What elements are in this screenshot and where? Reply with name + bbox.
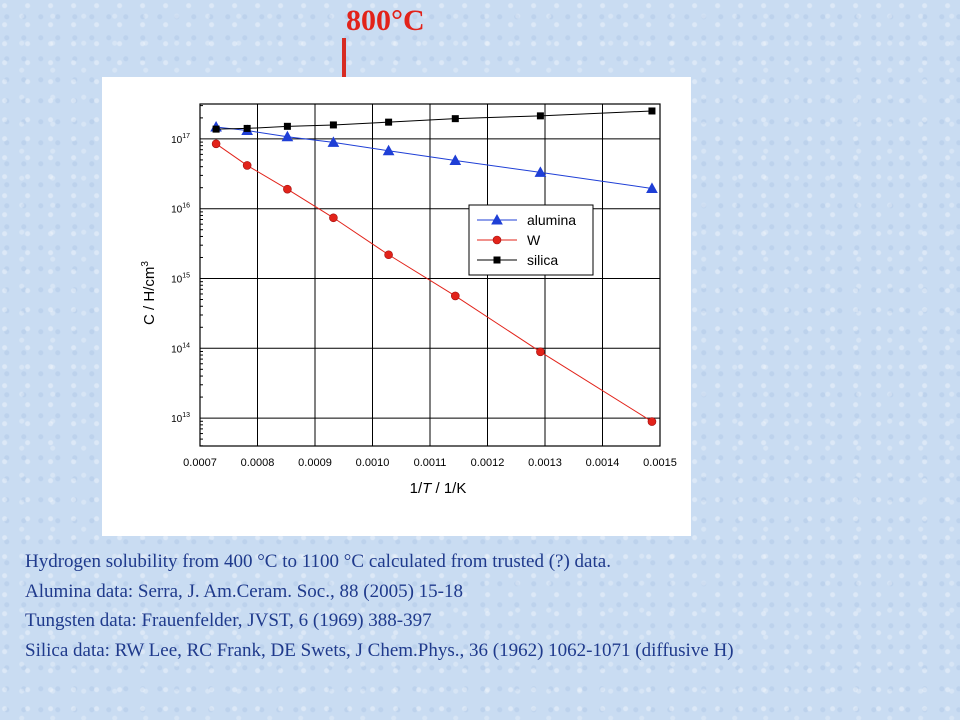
x-tick-label: 0.0013 [528,457,562,469]
data-point-W [492,235,502,245]
data-point-silica [648,107,656,115]
legend-label-silica: silica [527,252,558,268]
data-point-W [211,139,221,149]
data-point-silica [493,256,501,264]
y-tick-label: 1017 [171,133,190,146]
x-tick-label: 0.0014 [586,457,620,469]
series-line-silica [216,110,652,130]
data-point-silica [385,118,393,126]
y-tick-label: 1014 [171,342,190,355]
data-point-silica [283,122,291,130]
x-axis-label: 1/T / 1/K [410,480,467,497]
x-tick-label: 0.0007 [183,457,217,469]
data-point-silica [451,115,459,123]
x-tick-label: 0.0009 [298,457,332,469]
legend-label-alumina: alumina [527,212,576,228]
axes [199,103,661,447]
x-tick-label: 0.0011 [414,457,447,469]
data-point-W [384,250,393,260]
data-point-W [283,184,292,194]
series [210,107,658,426]
legend-label-W: W [527,232,541,248]
y-tick-labels: 1013 1014 1015 1016 1017 [171,133,190,425]
series-line-W [215,143,653,422]
data-point-W [242,161,252,170]
y-tick-label: 1013 [171,412,190,425]
plot-frame [199,103,661,447]
caption-line: Silica data: RW Lee, RC Frank, DE Swets,… [25,639,734,661]
caption: Hydrogen solubility from 400 °C to 1100 … [25,547,734,665]
data-point-silica [329,121,337,129]
data-point-silica [243,124,251,132]
x-tick-label: 0.0010 [356,457,390,469]
x-tick-label: 0.0012 [471,457,505,469]
data-point-W [329,213,338,223]
solubility-chart: 0.0007 0.0008 0.0009 0.0010 0.0011 0.0012 0.00… [140,103,677,497]
y-tick-label: 1015 [171,272,190,285]
x-tick-label: 0.0008 [241,457,275,469]
caption-line: Alumina data: Serra, J. Am.Ceram. Soc., … [25,580,463,602]
data-point-silica [212,125,220,133]
data-point-alumina [382,144,395,156]
x-tick-label: 0.0015 [643,457,677,469]
chart-panel: 0.0007 0.0008 0.0009 0.0010 0.0011 0.0012 0.00… [102,77,691,536]
data-point-alumina [281,130,294,142]
data-point-alumina [534,166,547,177]
data-point-alumina [646,182,658,193]
y-tick-label: 1016 [171,203,190,216]
data-point-silica [536,112,544,120]
x-tick-labels: 0.0007 0.0008 0.0009 0.0010 0.0011 0.0012 0.00… [183,457,677,469]
data-point-alumina [449,154,462,166]
data-point-alumina [327,136,340,147]
data-point-W [647,417,657,426]
caption-line: Hydrogen solubility from 400 °C to 1100 … [25,551,611,572]
data-point-alumina [491,213,503,225]
data-point-W [450,291,460,301]
data-point-W [536,347,545,357]
temperature-annotation: 800°C [346,4,425,37]
caption-line: Tungsten data: Frauenfelder, JVST, 6 (19… [25,610,432,631]
series-line-alumina [216,126,653,189]
y-axis-label: C / H/cm3 [140,261,158,325]
